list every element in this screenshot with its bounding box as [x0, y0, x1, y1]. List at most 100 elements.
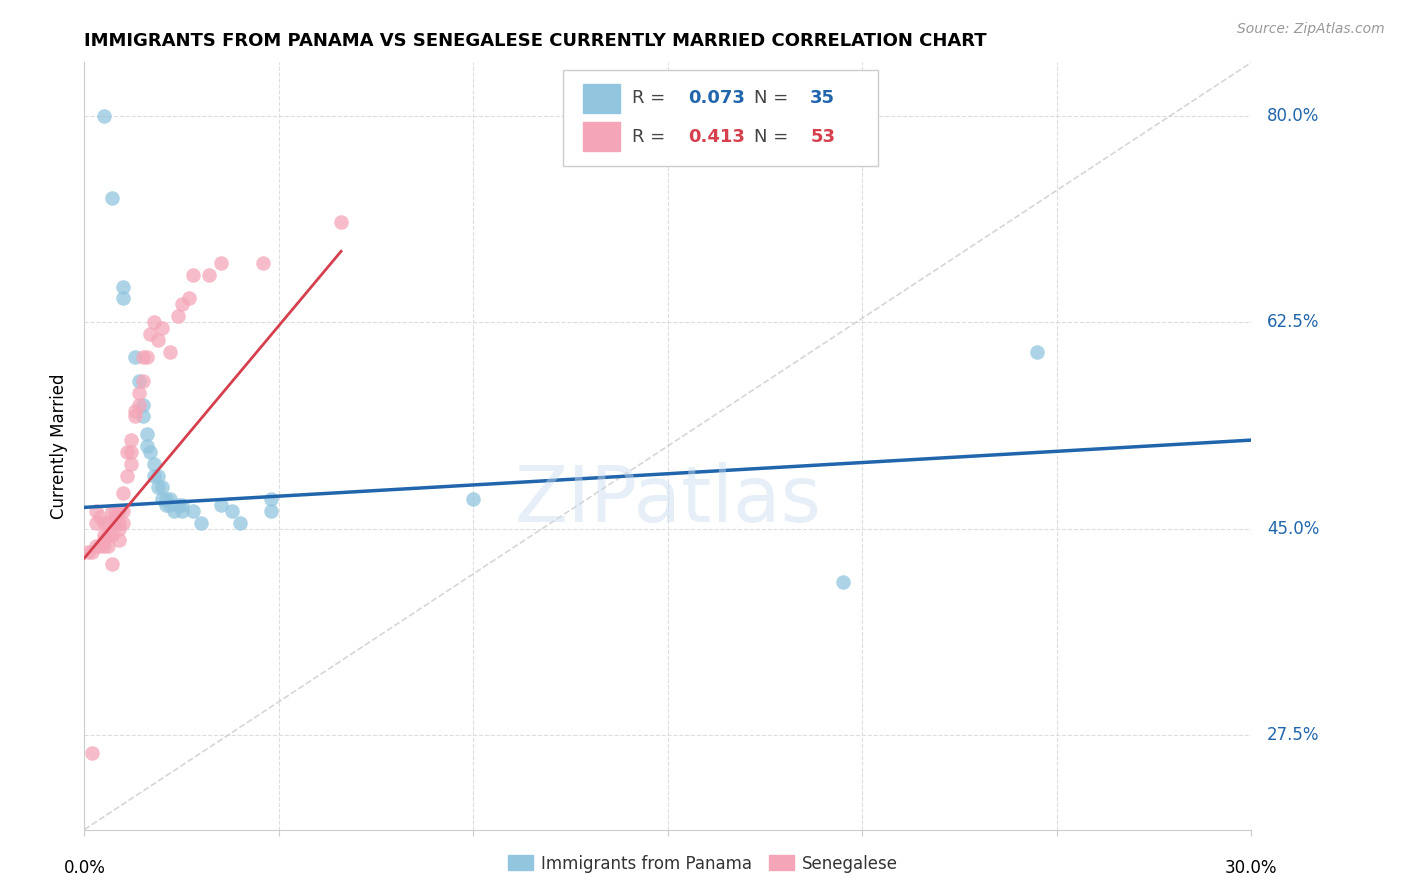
Point: [181, 504, 204, 518]
Point: [104, 516, 127, 530]
Text: 30.0%: 30.0%: [1225, 859, 1278, 877]
Text: 35: 35: [810, 89, 835, 108]
Point: [148, 480, 170, 494]
Point: [190, 516, 212, 530]
Point: [463, 492, 485, 507]
Point: [166, 309, 188, 323]
Point: [108, 504, 131, 518]
FancyBboxPatch shape: [562, 70, 877, 166]
Point: [124, 351, 146, 365]
Point: [100, 191, 122, 205]
Point: [832, 574, 855, 589]
Point: [159, 492, 181, 507]
Point: [120, 433, 142, 447]
Point: [108, 522, 131, 536]
Point: [132, 351, 155, 365]
Legend: Immigrants from Panama, Senegalese: Immigrants from Panama, Senegalese: [501, 848, 905, 880]
Text: N =: N =: [754, 128, 794, 146]
Point: [97, 516, 120, 530]
Point: [135, 427, 157, 442]
Text: R =: R =: [631, 128, 671, 146]
Point: [229, 516, 252, 530]
Point: [155, 492, 177, 507]
Point: [93, 527, 115, 541]
Point: [260, 504, 283, 518]
Point: [139, 445, 162, 459]
Point: [120, 457, 142, 471]
Point: [112, 279, 135, 293]
Point: [1026, 344, 1049, 359]
Point: [170, 297, 193, 311]
Bar: [582, 84, 620, 113]
Point: [128, 374, 150, 388]
Point: [112, 292, 135, 306]
Point: [128, 398, 150, 412]
Point: [132, 409, 155, 424]
Point: [104, 504, 127, 518]
Point: [260, 492, 283, 507]
Text: 0.413: 0.413: [688, 128, 745, 146]
Point: [115, 445, 138, 459]
Point: [93, 516, 115, 530]
Point: [150, 321, 173, 335]
Point: [143, 468, 166, 483]
Point: [132, 374, 155, 388]
Point: [115, 468, 138, 483]
Point: [155, 498, 177, 512]
Point: [100, 504, 122, 518]
Point: [139, 326, 162, 341]
Point: [97, 527, 120, 541]
Point: [108, 516, 131, 530]
Point: [148, 333, 170, 347]
Point: [93, 533, 115, 548]
Point: [135, 351, 157, 365]
Point: [330, 215, 353, 229]
Point: [124, 409, 146, 424]
Text: R =: R =: [631, 89, 671, 108]
Point: [120, 445, 142, 459]
Point: [93, 539, 115, 553]
Y-axis label: Currently Married: Currently Married: [51, 373, 69, 519]
Point: [93, 109, 115, 123]
Point: [132, 398, 155, 412]
Point: [84, 516, 107, 530]
Point: [124, 403, 146, 417]
Point: [128, 385, 150, 400]
Text: 45.0%: 45.0%: [1267, 520, 1319, 538]
Point: [252, 256, 274, 270]
Point: [143, 457, 166, 471]
Point: [209, 256, 232, 270]
Point: [112, 486, 135, 500]
Point: [135, 439, 157, 453]
Point: [150, 480, 173, 494]
Point: [82, 746, 104, 760]
Text: N =: N =: [754, 89, 794, 108]
Text: IMMIGRANTS FROM PANAMA VS SENEGALESE CURRENTLY MARRIED CORRELATION CHART: IMMIGRANTS FROM PANAMA VS SENEGALESE CUR…: [84, 32, 987, 50]
Point: [97, 539, 120, 553]
Text: 27.5%: 27.5%: [1267, 726, 1319, 744]
Point: [100, 557, 122, 571]
Text: 0.073: 0.073: [688, 89, 745, 108]
Point: [209, 498, 232, 512]
Text: 53: 53: [810, 128, 835, 146]
Point: [104, 509, 127, 524]
Point: [89, 539, 111, 553]
Text: 62.5%: 62.5%: [1267, 313, 1319, 331]
Point: [159, 344, 181, 359]
Point: [84, 504, 107, 518]
Point: [108, 533, 131, 548]
Text: Source: ZipAtlas.com: Source: ZipAtlas.com: [1237, 22, 1385, 37]
Point: [181, 268, 204, 282]
Point: [163, 504, 186, 518]
Point: [112, 504, 135, 518]
Point: [166, 498, 188, 512]
Point: [179, 292, 201, 306]
Point: [148, 468, 170, 483]
Point: [170, 498, 193, 512]
Point: [150, 492, 173, 507]
Point: [170, 504, 193, 518]
Point: [82, 545, 104, 559]
Text: 0.0%: 0.0%: [63, 859, 105, 877]
Point: [221, 504, 243, 518]
Point: [198, 268, 221, 282]
